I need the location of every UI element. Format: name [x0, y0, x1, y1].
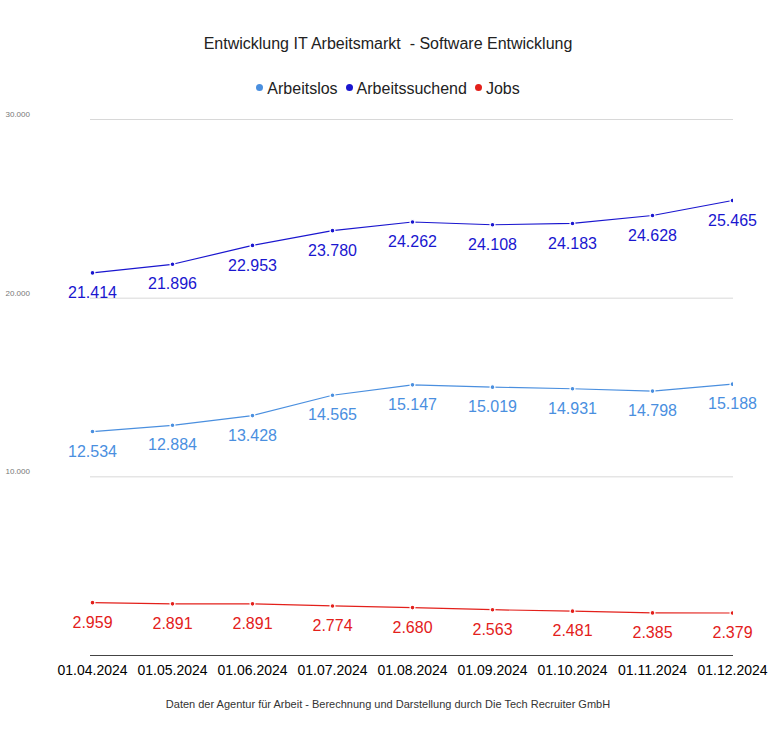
svg-text:12.884: 12.884 — [148, 436, 197, 453]
svg-text:15.147: 15.147 — [388, 396, 437, 413]
svg-text:2.563: 2.563 — [472, 621, 512, 638]
svg-text:24.628: 24.628 — [628, 227, 677, 244]
svg-text:2.891: 2.891 — [152, 615, 192, 632]
svg-text:13.428: 13.428 — [228, 427, 277, 444]
svg-text:2.774: 2.774 — [312, 617, 352, 634]
svg-text:24.108: 24.108 — [468, 236, 517, 253]
svg-text:01.09.2024: 01.09.2024 — [457, 662, 527, 678]
svg-text:01.07.2024: 01.07.2024 — [297, 662, 367, 678]
html-text:Jobs: Jobs — [485, 80, 520, 97]
svg-text:2.891: 2.891 — [232, 615, 272, 632]
svg-text:21.896: 21.896 — [148, 275, 197, 292]
html-text:Arbeitssuchend: Arbeitssuchend — [356, 80, 467, 97]
svg-text:14.798: 14.798 — [628, 402, 677, 419]
svg-text:10.000: 10.000 — [6, 467, 31, 476]
svg-text:25.465: 25.465 — [708, 212, 757, 229]
svg-text:01.11.2024: 01.11.2024 — [618, 662, 687, 678]
svg-text:15.019: 15.019 — [468, 398, 517, 415]
svg-text:12.534: 12.534 — [68, 443, 117, 460]
svg-text:22.953: 22.953 — [228, 257, 277, 274]
svg-text:01.05.2024: 01.05.2024 — [137, 662, 207, 678]
svg-text:01.08.2024: 01.08.2024 — [377, 662, 447, 678]
svg-text:24.183: 24.183 — [548, 235, 597, 252]
svg-text:14.931: 14.931 — [548, 400, 597, 417]
svg-text:2.959: 2.959 — [72, 614, 112, 631]
svg-text:24.262: 24.262 — [388, 233, 437, 250]
svg-text:14.565: 14.565 — [308, 406, 357, 423]
svg-text:15.188: 15.188 — [708, 395, 757, 412]
svg-text:2.680: 2.680 — [392, 619, 432, 636]
svg-text:01.04.2024: 01.04.2024 — [57, 662, 127, 678]
svg-text:2.385: 2.385 — [632, 624, 672, 641]
html-text:Arbeitslos: Arbeitslos — [267, 80, 338, 97]
html-text:Entwicklung IT Arbeitsmarkt -: Entwicklung IT Arbeitsmarkt - Software E… — [203, 35, 573, 52]
html-text:Daten der Agentur für Arbeit -: Daten der Agentur für Arbeit - Berechnun… — [165, 698, 611, 710]
svg-text:01.06.2024: 01.06.2024 — [217, 662, 287, 678]
svg-text:23.780: 23.780 — [308, 242, 357, 259]
svg-text:01.10.2024: 01.10.2024 — [537, 662, 607, 678]
svg-text:2.379: 2.379 — [712, 624, 752, 641]
svg-text:21.414: 21.414 — [68, 284, 117, 301]
svg-text:01.12.2024: 01.12.2024 — [697, 662, 767, 678]
svg-text:2.481: 2.481 — [552, 622, 592, 639]
svg-text:30.000: 30.000 — [6, 110, 31, 119]
svg-text:20.000: 20.000 — [6, 289, 31, 298]
